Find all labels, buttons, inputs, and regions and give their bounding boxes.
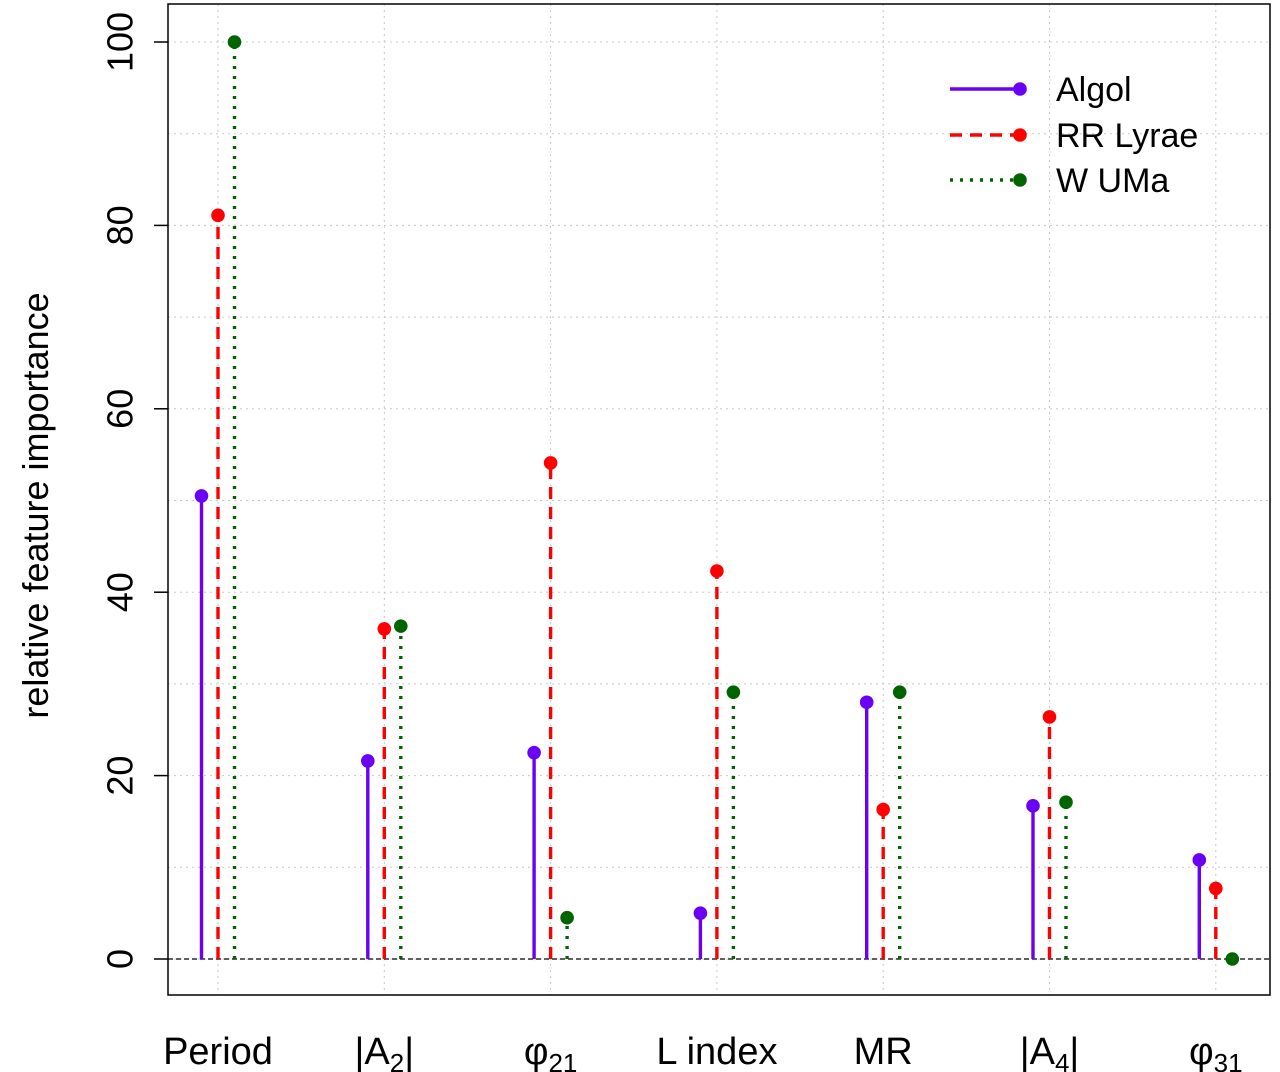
stems: [199, 42, 1218, 959]
x-tick-label: |A2|: [355, 1031, 415, 1072]
data-point: [227, 35, 242, 49]
data-point: [560, 910, 574, 925]
y-tick-label: 0: [100, 949, 141, 969]
y-tick-label: 60: [100, 389, 141, 429]
x-axis: Period |A2| φ21 L index MR |A4| φ31: [163, 1031, 1243, 1072]
y-tick-label: 80: [100, 205, 141, 245]
data-point: [1192, 853, 1207, 867]
y-tick-label: 20: [100, 756, 141, 796]
data-point: [377, 622, 392, 636]
x-tick-label: Period: [163, 1031, 273, 1072]
y-tick-label: 100: [100, 12, 141, 72]
data-point: [876, 802, 890, 817]
data-point: [1225, 952, 1240, 966]
x-tick-label: L index: [656, 1031, 777, 1072]
legend-label: Algol: [1056, 71, 1132, 109]
data-point: [394, 619, 408, 633]
legend-marker: [1013, 173, 1027, 187]
y-axis-label: relative feature importance: [15, 292, 56, 718]
legend-marker: [1013, 128, 1027, 142]
data-point: [361, 754, 375, 768]
y-tick-label: 40: [100, 572, 141, 612]
data-point: [693, 906, 708, 920]
x-tick-label: φ31: [1189, 1031, 1243, 1072]
legend-label: RR Lyrae: [1056, 117, 1198, 155]
data-point: [211, 208, 225, 223]
data-point: [710, 564, 724, 578]
grid: [168, 4, 1270, 995]
plot-frame: [167, 3, 1271, 996]
data-point: [543, 456, 558, 470]
x-tick-label: |A4|: [1020, 1031, 1080, 1072]
x-tick-label: φ21: [524, 1031, 578, 1072]
data-point: [859, 695, 874, 710]
data-point: [194, 489, 209, 503]
legend-label: W UMa: [1056, 162, 1169, 200]
data-point: [1209, 881, 1223, 896]
data-point: [1026, 799, 1040, 813]
legend: Algol RR Lyrae W UMa: [950, 71, 1198, 200]
data-point: [527, 745, 541, 760]
data-point: [892, 685, 907, 699]
data-point: [726, 685, 741, 699]
y-axis: 0 20 40 60 80 100: [100, 12, 168, 969]
points: [194, 35, 1240, 966]
x-tick-label: MR: [854, 1031, 913, 1072]
legend-marker: [1013, 82, 1027, 96]
data-point: [1042, 710, 1057, 724]
data-point: [1059, 795, 1073, 809]
